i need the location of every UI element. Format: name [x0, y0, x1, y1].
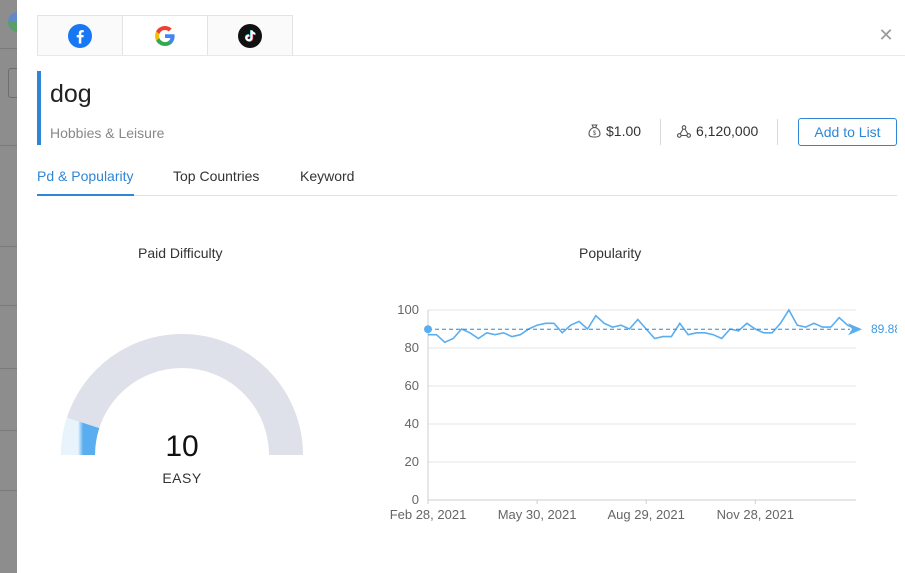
tab-pd-popularity[interactable]: Pd & Popularity	[37, 168, 134, 196]
svg-text:$: $	[593, 131, 597, 137]
y-tick-label: 0	[412, 492, 419, 507]
x-tick-label: Aug 29, 2021	[608, 507, 685, 522]
volume-value: 6,120,000	[696, 123, 759, 139]
tab-google[interactable]	[122, 15, 208, 56]
network-icon	[677, 124, 691, 138]
paid-difficulty-value: 10	[165, 430, 199, 463]
paid-difficulty-title: Paid Difficulty	[138, 245, 223, 261]
average-arrow-marker	[848, 323, 862, 336]
y-tick-label: 80	[405, 340, 419, 355]
y-tick-label: 20	[405, 454, 419, 469]
divider	[0, 246, 20, 247]
google-icon	[155, 26, 175, 46]
paid-difficulty-label: EASY	[162, 470, 202, 486]
add-to-list-button[interactable]: Add to List	[798, 118, 897, 146]
y-tick-label: 100	[397, 302, 419, 317]
keyword-detail-modal: ✕ dog Hobbies & Leisure $ $1.00 6,120,00…	[17, 0, 905, 573]
popularity-title: Popularity	[579, 245, 642, 261]
gauge-track	[61, 334, 303, 456]
volume-stat: 6,120,000	[677, 123, 758, 139]
y-tick-label: 40	[405, 416, 419, 431]
money-bag-icon: $	[588, 124, 601, 138]
divider	[37, 55, 905, 56]
facebook-icon	[68, 24, 92, 48]
paid-difficulty-gauge	[61, 334, 303, 456]
divider	[0, 48, 20, 49]
tab-facebook[interactable]	[37, 15, 123, 56]
average-label: 89.88	[871, 322, 897, 336]
divider	[0, 145, 20, 146]
divider	[0, 430, 20, 431]
keyword-accent-bar	[37, 71, 41, 145]
divider	[0, 305, 20, 306]
divider	[0, 368, 20, 369]
keyword-category: Hobbies & Leisure	[50, 125, 165, 141]
cpc-value: $1.00	[606, 123, 642, 139]
tab-keyword[interactable]: Keyword	[300, 168, 355, 184]
x-tick-label: Feb 28, 2021	[390, 507, 467, 522]
cpc-stat: $ $1.00	[588, 123, 641, 139]
keyword-title: dog	[50, 80, 92, 108]
tab-top-countries[interactable]: Top Countries	[173, 168, 260, 184]
platform-tabs	[37, 15, 293, 56]
divider	[777, 119, 778, 145]
x-tick-label: May 30, 2021	[498, 507, 577, 522]
x-tick-label: Nov 28, 2021	[717, 507, 794, 522]
gauge-fill	[61, 417, 100, 456]
popularity-series-line	[428, 308, 857, 344]
content-tabs: Pd & Popularity Top Countries Keyword	[37, 168, 897, 196]
popularity-chart: 0 20 40 60 80 100 Feb 28, 2021 May 30, 2021 Aug …	[390, 302, 897, 522]
divider	[660, 119, 661, 145]
divider	[0, 490, 20, 491]
average-start-marker	[424, 325, 432, 334]
y-tick-label: 60	[405, 378, 419, 393]
close-icon[interactable]: ✕	[878, 25, 894, 45]
tiktok-icon	[238, 24, 262, 48]
tab-tiktok[interactable]	[207, 15, 293, 56]
